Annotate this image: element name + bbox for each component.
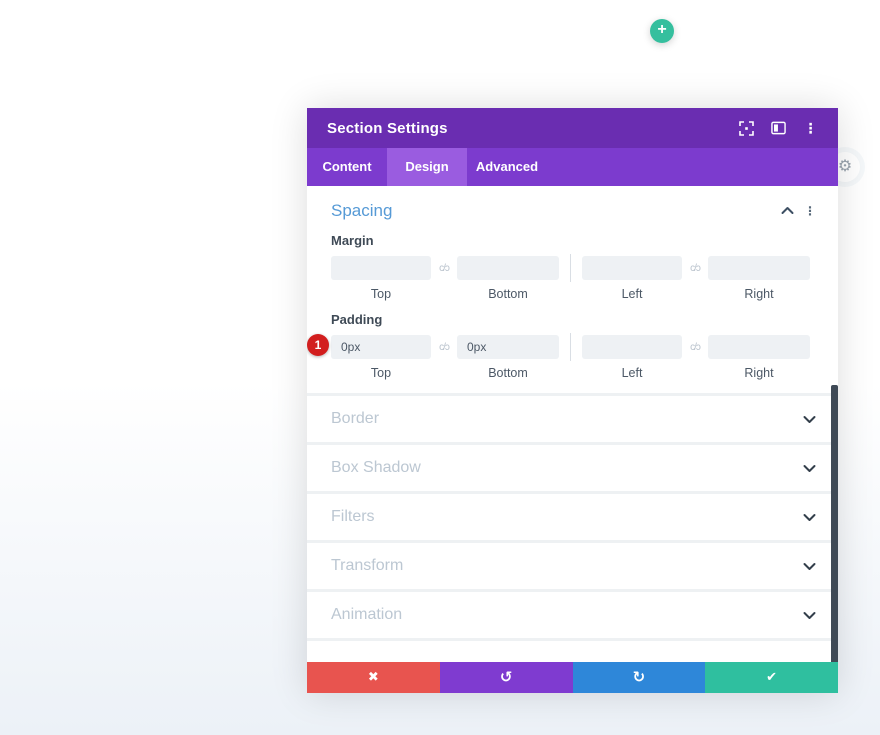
- padding-top-label: Top: [370, 366, 392, 380]
- field-divider: [570, 333, 571, 361]
- section-title: Filters: [331, 508, 375, 525]
- margin-top-input[interactable]: [331, 256, 431, 280]
- split-columns-icon: [771, 121, 786, 135]
- padding-group: Padding 1 c/ɔ c/ɔ Top Bottom Left Right: [307, 312, 838, 380]
- section-settings-modal: Section Settings ⋮ Content Design Advanc…: [307, 108, 838, 693]
- section-toggle-filters[interactable]: Filters: [307, 491, 838, 540]
- expand-modal-icon[interactable]: [739, 120, 754, 136]
- chevron-down-icon: [803, 611, 816, 619]
- tab-design[interactable]: Design: [387, 148, 467, 186]
- padding-top-input[interactable]: [331, 335, 431, 359]
- undo-button[interactable]: ↺: [439, 662, 573, 693]
- margin-left-input[interactable]: [582, 256, 682, 280]
- modal-header: Section Settings ⋮: [307, 108, 838, 148]
- link-values-icon[interactable]: c/ɔ: [439, 341, 450, 353]
- modal-menu-icon[interactable]: ⋮: [803, 121, 818, 136]
- tab-bar: Content Design Advanced: [307, 148, 838, 186]
- gear-icon: ⚙: [837, 158, 853, 175]
- padding-left-input[interactable]: [582, 335, 682, 359]
- modal-body: Spacing ⋮ Margin c/ɔ c/ɔ Top: [307, 186, 838, 662]
- section-toggle-animation[interactable]: Animation: [307, 589, 838, 638]
- margin-bottom-input[interactable]: [457, 256, 559, 280]
- section-title: Animation: [331, 606, 403, 623]
- section-toggle-partial: [307, 638, 838, 654]
- section-title: Border: [331, 410, 380, 427]
- scrollbar-thumb[interactable]: [831, 385, 838, 662]
- chevron-down-icon: [803, 415, 816, 423]
- section-title: Box Shadow: [331, 459, 421, 476]
- padding-right-input[interactable]: [708, 335, 810, 359]
- chevron-down-icon: [803, 513, 816, 521]
- padding-left-label: Left: [621, 366, 643, 380]
- padding-right-label: Right: [744, 366, 774, 380]
- save-button[interactable]: ✔: [705, 662, 838, 693]
- section-toggle-border[interactable]: Border: [307, 393, 838, 442]
- redo-button[interactable]: ↻: [572, 662, 706, 693]
- field-divider: [570, 254, 571, 282]
- step-badge: 1: [307, 334, 329, 356]
- margin-label: Margin: [331, 233, 374, 248]
- spacing-panel-title[interactable]: Spacing: [331, 200, 393, 220]
- padding-bottom-input[interactable]: [457, 335, 559, 359]
- snap-panel-icon[interactable]: [771, 121, 786, 136]
- ellipsis-icon: ⋮: [803, 120, 818, 136]
- discard-button[interactable]: ✖: [307, 662, 440, 693]
- spacing-panel-header[interactable]: Spacing ⋮: [307, 186, 838, 222]
- link-values-icon[interactable]: c/ɔ: [690, 262, 701, 274]
- modal-title: Section Settings: [327, 119, 448, 137]
- section-title: Transform: [331, 557, 404, 574]
- link-values-icon[interactable]: c/ɔ: [690, 341, 701, 353]
- margin-top-label: Top: [370, 287, 392, 301]
- modal-footer: ✖ ↺ ↻ ✔: [307, 662, 838, 693]
- add-section-button[interactable]: +: [650, 19, 674, 43]
- padding-bottom-label: Bottom: [488, 366, 528, 380]
- margin-group: Margin c/ɔ c/ɔ Top Bottom Left Right: [307, 233, 838, 301]
- chevron-down-icon: [803, 464, 816, 472]
- section-toggle-box-shadow[interactable]: Box Shadow: [307, 442, 838, 491]
- expand-corners-icon: [739, 120, 754, 136]
- margin-left-label: Left: [621, 287, 643, 301]
- chevron-up-icon[interactable]: [781, 206, 794, 215]
- tab-content[interactable]: Content: [322, 159, 372, 174]
- tab-advanced[interactable]: Advanced: [475, 159, 539, 174]
- section-toggle-transform[interactable]: Transform: [307, 540, 838, 589]
- margin-bottom-label: Bottom: [488, 287, 528, 301]
- margin-right-input[interactable]: [708, 256, 810, 280]
- margin-right-label: Right: [744, 287, 774, 301]
- chevron-down-icon: [803, 562, 816, 570]
- spacing-menu-icon[interactable]: ⋮: [804, 203, 816, 218]
- padding-label: Padding: [331, 312, 383, 327]
- collapsed-sections: Border Box Shadow Filters Transform: [307, 393, 838, 654]
- link-values-icon[interactable]: c/ɔ: [439, 262, 450, 274]
